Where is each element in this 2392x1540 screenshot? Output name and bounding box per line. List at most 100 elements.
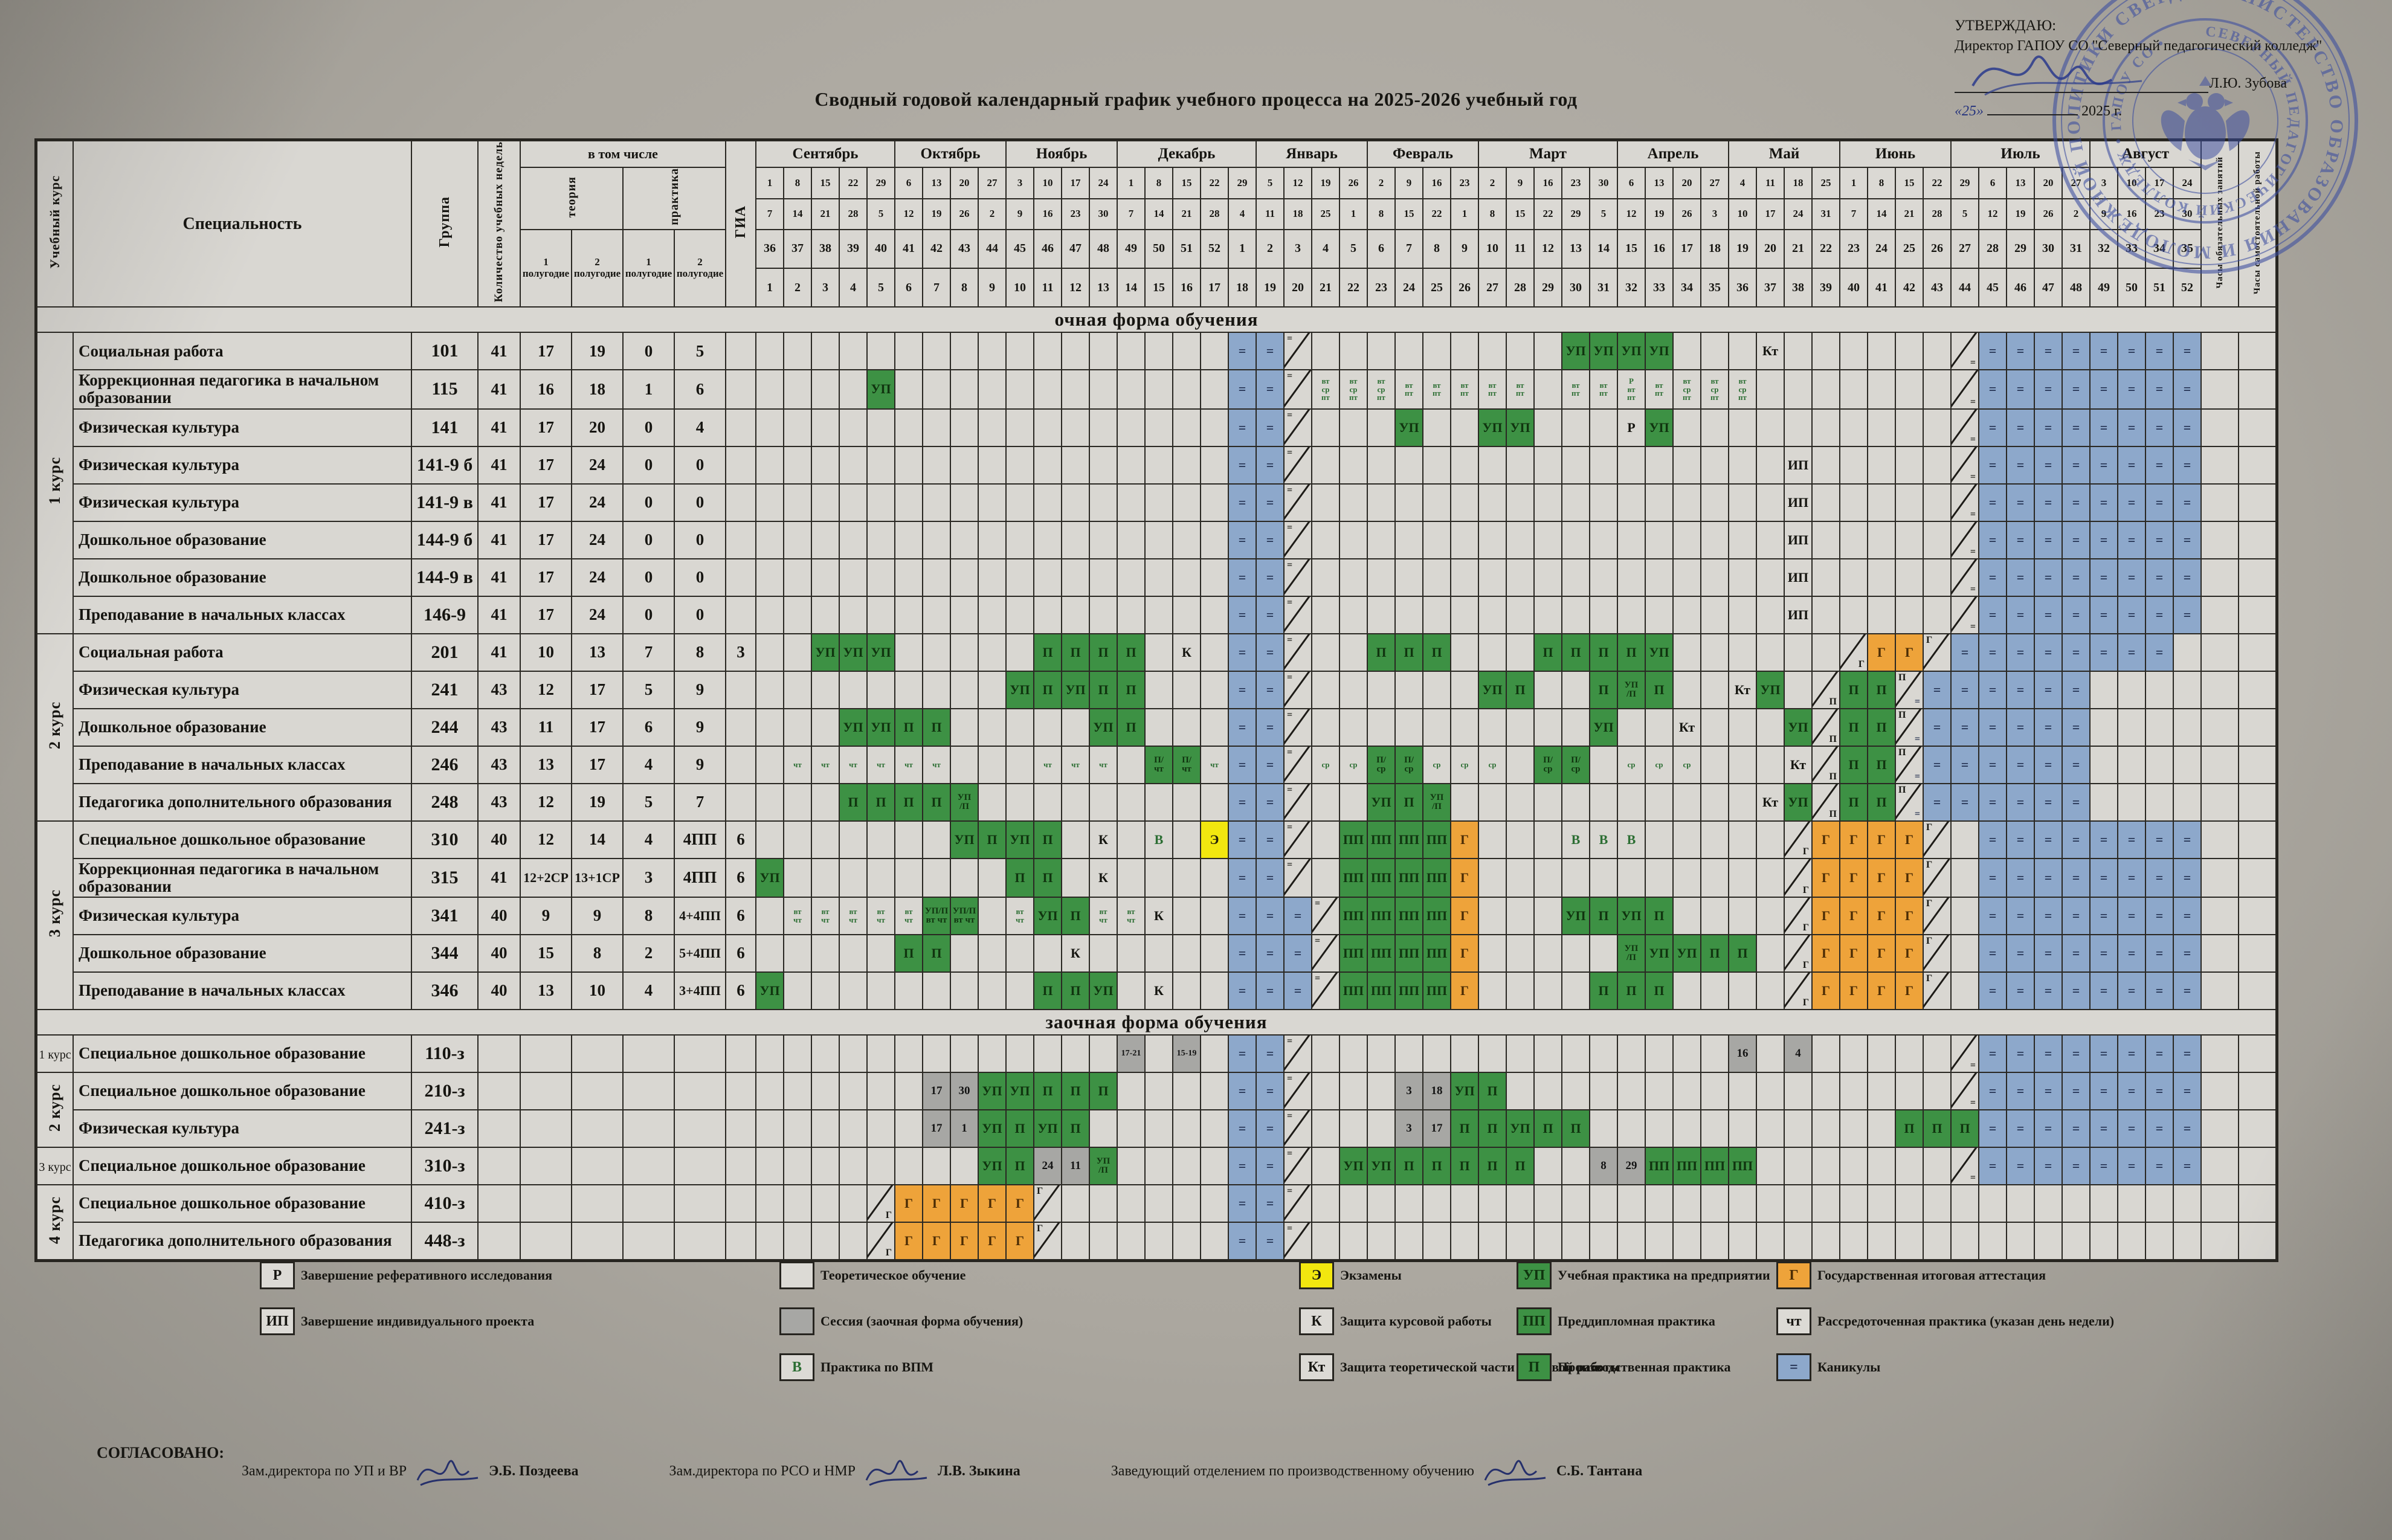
week-end-date: 24 (1784, 198, 1813, 230)
week-cell: вт чт (1117, 896, 1146, 935)
week-cell (1144, 857, 1173, 898)
week-cell: вт пт (1450, 369, 1479, 410)
signer-name: С.Б. Тантана (1556, 1463, 1643, 1479)
legend-item: = Каникулы (1776, 1353, 2091, 1381)
calendar-week-number: 22 (1811, 228, 1840, 269)
week-cell: ИП (1784, 483, 1813, 522)
week-cell (1589, 1071, 1618, 1110)
week-cell (1561, 857, 1590, 898)
week-cell (1089, 558, 1118, 597)
semester-value-cell: 0 (622, 332, 675, 371)
semester-value-cell (622, 1184, 675, 1223)
calendar-week-number: 30 (2034, 228, 2063, 269)
group-cell: 141-9 б (411, 445, 479, 485)
week-cell (1394, 332, 1423, 371)
week-cell: = (1256, 408, 1285, 447)
week-cell: = (2089, 445, 2118, 485)
week-cell (1478, 483, 1507, 522)
week-cell: 15-19 (1172, 1034, 1201, 1073)
week-cell (839, 558, 868, 597)
study-week-number: 13 (1089, 268, 1118, 308)
semester-value-cell (571, 1071, 624, 1110)
week-cell (922, 820, 951, 859)
week-cell: = (1950, 633, 1979, 672)
week-cell: УП (1450, 1071, 1479, 1110)
semester-value-cell: 5 (622, 670, 675, 709)
week-cell: Г (1839, 633, 1868, 672)
week-cell (1117, 1146, 1146, 1185)
week-cell (1172, 933, 1201, 973)
calendar-week-number: 37 (783, 228, 812, 269)
week-cell: = (1283, 558, 1312, 597)
week-cell (1756, 1184, 1785, 1223)
week-cell (2089, 745, 2118, 784)
calendar-week-number: 20 (1756, 228, 1785, 269)
week-cell (1172, 445, 1201, 485)
week-cell: = (2006, 445, 2035, 485)
week-start-date: 15 (1895, 167, 1924, 199)
week-cell (1645, 558, 1674, 597)
col-header-hours-self: Часы самостоятельной работы (2238, 140, 2277, 308)
week-cell (783, 369, 812, 410)
week-cell (1700, 1221, 1729, 1260)
col-header-gia: ГИА (725, 140, 756, 308)
week-cell (1923, 1184, 1952, 1223)
week-cell: = (2089, 1071, 2118, 1110)
week-cell: = (2006, 670, 2035, 709)
semester-value-cell: 7 (622, 633, 675, 672)
week-cell (783, 483, 812, 522)
month-header: Октябрь (894, 140, 1007, 168)
week-cell (1756, 369, 1785, 410)
study-week-number: 26 (1450, 268, 1479, 308)
week-start-date: 13 (2006, 167, 2035, 199)
week-cell (1672, 633, 1701, 672)
week-cell: П/ ср (1394, 745, 1423, 784)
week-cell: чт (894, 745, 923, 784)
month-header: Февраль (1367, 140, 1479, 168)
week-cell: П (1533, 1109, 1562, 1148)
week-cell (950, 408, 979, 447)
week-end-date: 21 (811, 198, 840, 230)
week-cell: = (2034, 332, 2063, 371)
legend-label: Завершение реферативного исследования (301, 1268, 553, 1283)
week-end-date: 25 (1311, 198, 1340, 230)
week-cell: вт ср пт (1728, 369, 1757, 410)
week-cell (783, 1109, 812, 1148)
week-cell: П (894, 933, 923, 973)
week-cell: = (1950, 332, 1979, 371)
calendar-week-number: 3 (1283, 228, 1312, 269)
legend-symbol-box: УП (1517, 1261, 1552, 1289)
week-cell (1784, 1221, 1813, 1260)
week-cell (1061, 558, 1090, 597)
week-cell (1311, 633, 1340, 672)
semester-value-cell: 0 (622, 483, 675, 522)
weeks-cell: 41 (477, 520, 521, 559)
week-cell (1311, 483, 1340, 522)
week-cell (1950, 857, 1979, 898)
week-cell (1089, 408, 1118, 447)
week-cell: = (1256, 1109, 1285, 1148)
week-start-date: 6 (1978, 167, 2007, 199)
week-cell: П (1811, 707, 1840, 747)
week-cell (866, 670, 895, 709)
week-cell: Г (1867, 971, 1896, 1010)
study-week-number: 2 (783, 268, 812, 308)
week-cell (1506, 445, 1535, 485)
gia-cell: 6 (725, 933, 756, 973)
hours-class-cell (2200, 820, 2239, 859)
week-cell: = (2173, 408, 2202, 447)
calendar-week-number: 32 (2089, 228, 2118, 269)
week-cell (1533, 332, 1562, 371)
week-cell: ИП (1784, 558, 1813, 597)
calendar-week-number: 27 (1950, 228, 1979, 269)
week-cell (922, 857, 951, 898)
week-cell (783, 820, 812, 859)
week-cell: = (1311, 933, 1340, 973)
table-row: 2 курс Специальное дошкольное образование… (36, 1071, 2277, 1148)
week-cell: Г (1895, 820, 1924, 859)
hours-self-cell (2238, 1184, 2277, 1223)
col-header-including: в том числе (520, 140, 726, 168)
week-cell: Г (1450, 820, 1479, 859)
week-cell (1200, 1146, 1229, 1185)
week-cell: = (2034, 633, 2063, 672)
